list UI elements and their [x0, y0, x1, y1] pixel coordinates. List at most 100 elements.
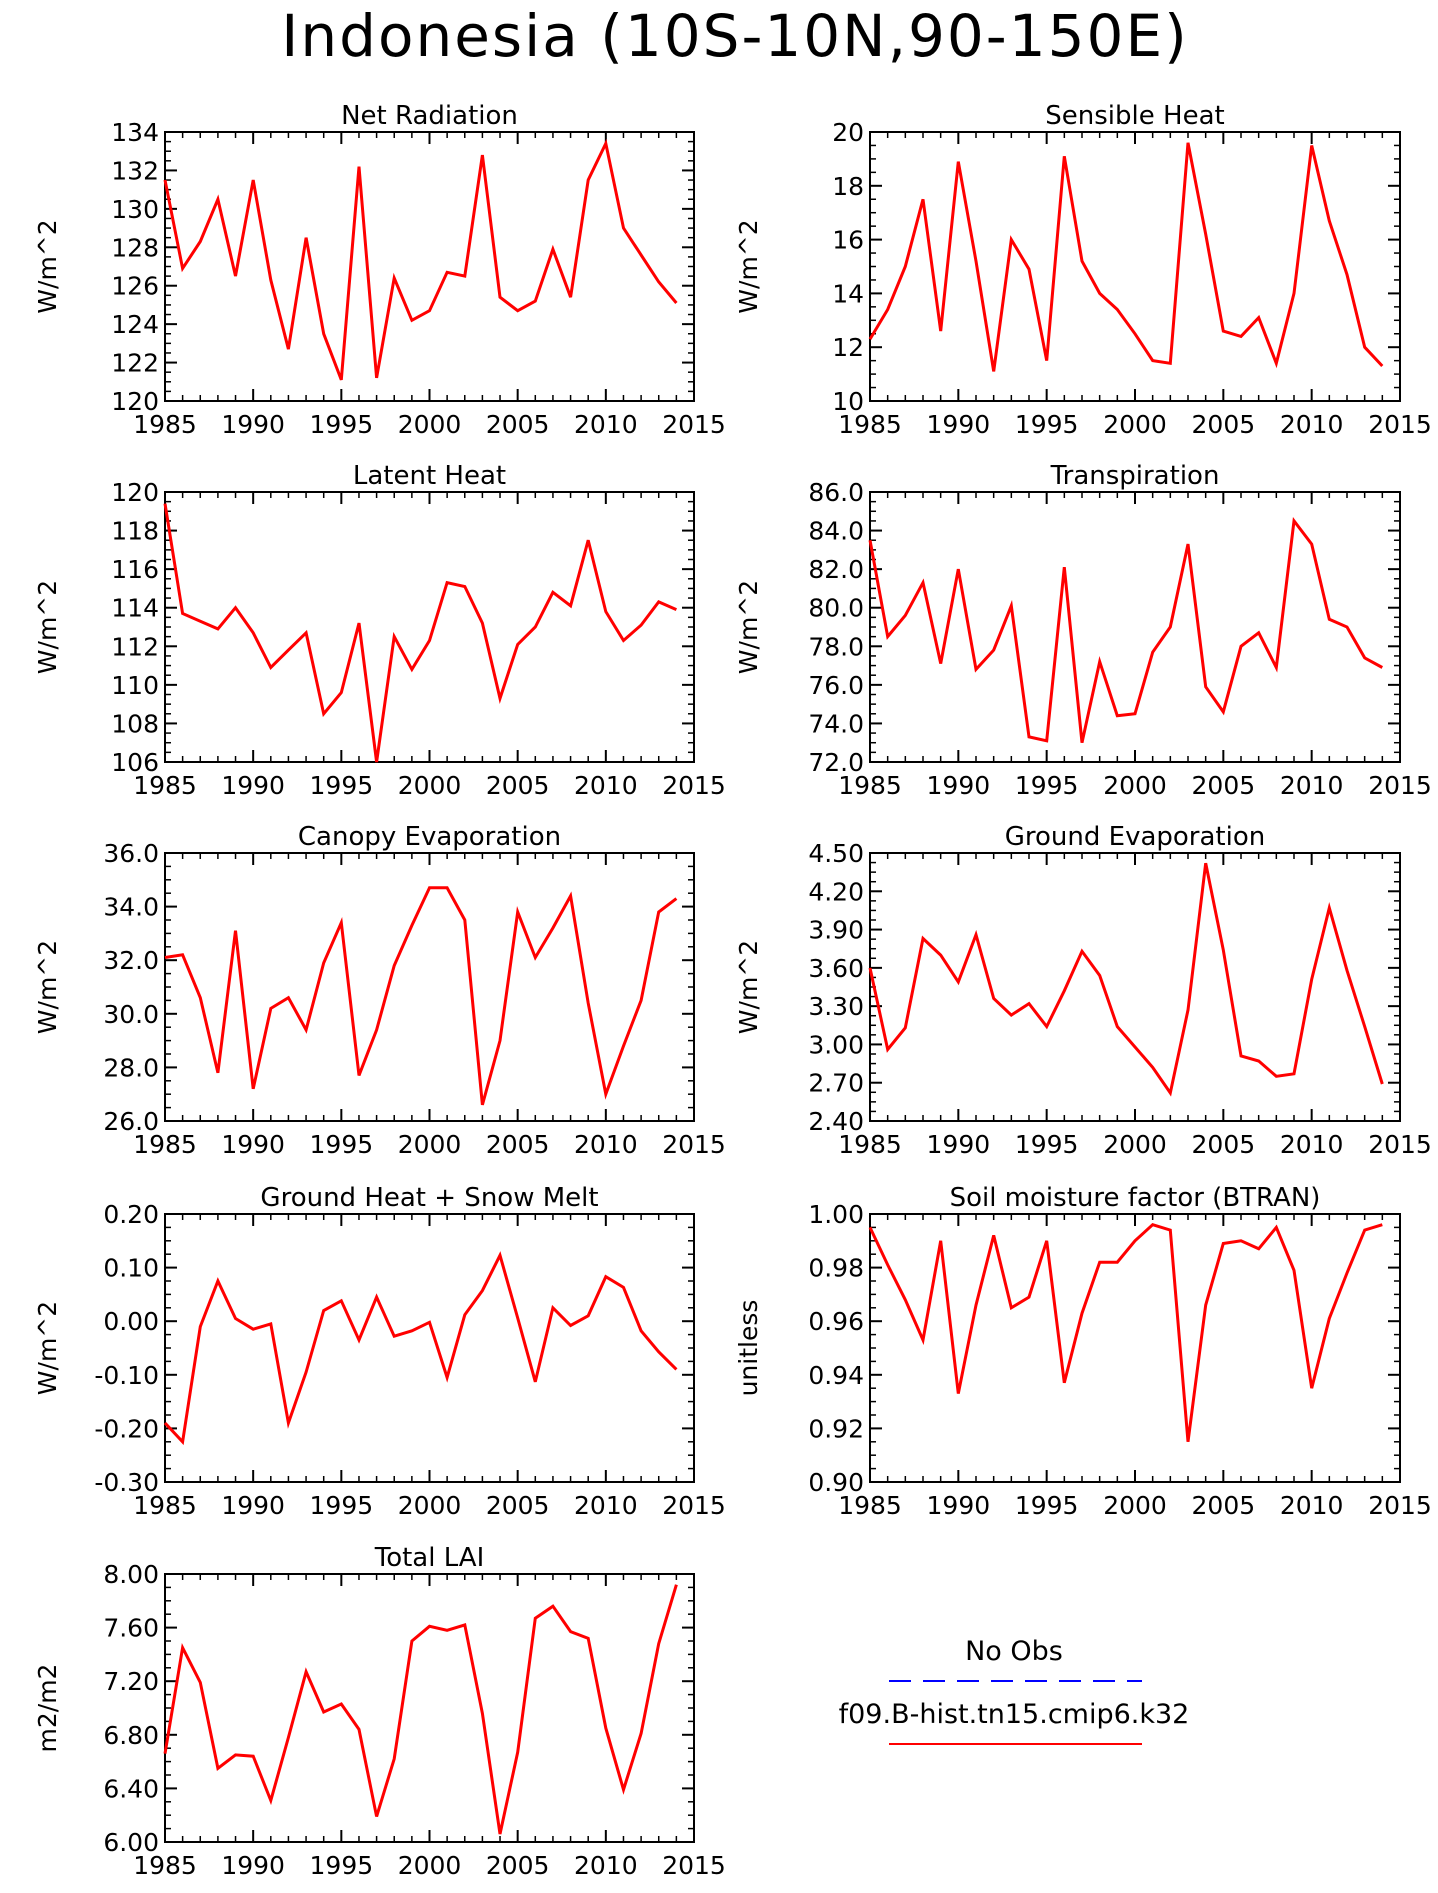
y-axis-label: m2/m2: [33, 1664, 62, 1753]
y-tick-label: 132: [111, 156, 159, 185]
x-tick-label: 2010: [1280, 410, 1344, 439]
panel-title: Latent Heat: [353, 461, 506, 491]
plot-frame: [164, 852, 695, 1122]
x-tick-label: 2015: [662, 1851, 726, 1880]
y-tick-label: 134: [111, 118, 159, 147]
panel-2: 1985 1990 1995 2000 2005 2010 2015 106 108 110 112…: [33, 461, 726, 800]
y-tick-label: 76.0: [808, 671, 864, 700]
y-tick-label: 82.0: [808, 555, 864, 584]
y-tick-label: 12: [832, 333, 864, 362]
y-tick-label: 0.98: [808, 1254, 864, 1283]
plot-frame: [164, 1573, 695, 1843]
y-tick-label: 124: [111, 310, 159, 339]
y-tick-label: 3.00: [808, 1030, 864, 1059]
legend-obs-label: No Obs: [965, 1636, 1063, 1667]
series-line: [163, 1584, 678, 1835]
y-tick-label: 86.0: [808, 478, 864, 507]
x-tick-label: 1990: [221, 1130, 285, 1159]
x-tick-label: 1995: [310, 1851, 374, 1880]
y-tick-label: 34.0: [103, 893, 159, 922]
y-axis-label: W/m^2: [734, 940, 763, 1034]
series-line: [163, 503, 677, 763]
y-tick-label: 6.00: [103, 1828, 159, 1857]
panel-title: Net Radiation: [341, 101, 518, 131]
panel-title: Soil moisture factor (BTRAN): [950, 1183, 1321, 1213]
y-tick-label: 0.96: [808, 1307, 864, 1336]
panel-1: 1985 1990 1995 2000 2005 2010 2015 10 12 14 16 18 20…: [734, 101, 1432, 439]
y-tick-label: 118: [111, 517, 159, 546]
y-tick-label: 122: [111, 349, 159, 378]
panel-5: 1985 1990 1995 2000 2005 2010 2015 2.40 2.70 3.00…: [734, 822, 1432, 1159]
y-tick-label: 3.60: [808, 954, 864, 983]
y-tick-label: 28.0: [103, 1053, 159, 1082]
y-tick-label: 126: [111, 272, 159, 301]
y-tick-label: 3.30: [808, 992, 864, 1021]
x-tick-label: 2015: [662, 771, 726, 800]
x-tick-label: 2000: [398, 1851, 462, 1880]
x-tick-label: 1990: [927, 410, 991, 439]
x-tick-label: 1990: [221, 771, 285, 800]
x-tick-label: 1995: [310, 1491, 374, 1520]
x-tick-label: 2015: [662, 1491, 726, 1520]
x-tick-label: 2005: [486, 1130, 550, 1159]
y-axis-label: W/m^2: [734, 219, 763, 313]
y-tick-label: 6.40: [103, 1774, 159, 1803]
y-tick-label: 74.0: [808, 709, 864, 738]
y-axis-label: W/m^2: [33, 580, 62, 674]
y-tick-label: 7.20: [103, 1667, 159, 1696]
x-tick-label: 1995: [310, 771, 374, 800]
y-tick-label: 18: [832, 172, 864, 201]
x-tick-label: 2015: [1368, 1491, 1432, 1520]
x-tick-label: 2005: [486, 1851, 550, 1880]
x-tick-label: 1985: [838, 1491, 902, 1520]
y-tick-label: 0.90: [808, 1468, 864, 1497]
panel-title: Canopy Evaporation: [298, 822, 561, 852]
x-tick-label: 2000: [1103, 410, 1167, 439]
x-tick-label: 2015: [1368, 410, 1432, 439]
y-tick-label: 6.80: [103, 1721, 159, 1750]
x-tick-label: 2005: [486, 410, 550, 439]
x-tick-label: 2010: [574, 1130, 638, 1159]
plot-frame: [869, 491, 1401, 763]
x-tick-label: 1995: [310, 410, 374, 439]
x-tick-label: 2010: [1280, 771, 1344, 800]
y-tick-label: 72.0: [808, 748, 864, 777]
x-tick-label: 2000: [1103, 1130, 1167, 1159]
panel-title: Transpiration: [1050, 461, 1220, 491]
x-tick-label: 1985: [133, 771, 197, 800]
x-tick-label: 2005: [1192, 410, 1256, 439]
x-tick-label: 2010: [574, 1851, 638, 1880]
y-tick-label: 0.20: [103, 1200, 159, 1229]
series-line: [163, 1251, 678, 1446]
y-tick-label: 130: [111, 195, 159, 224]
x-tick-label: 1985: [133, 1491, 197, 1520]
x-tick-label: 2010: [1280, 1130, 1344, 1159]
x-tick-label: 1985: [838, 410, 902, 439]
x-tick-label: 2015: [662, 410, 726, 439]
x-tick-label: 2000: [398, 771, 462, 800]
y-tick-label: 80.0: [808, 594, 864, 623]
y-tick-label: 108: [111, 709, 159, 738]
y-axis-label: W/m^2: [734, 580, 763, 674]
panel-0: 1985 1990 1995 2000 2005 2010 2015 120 122 124 126…: [33, 101, 726, 439]
x-tick-label: 1985: [133, 1130, 197, 1159]
y-tick-label: 4.50: [808, 839, 864, 868]
x-tick-label: 2000: [398, 410, 462, 439]
x-tick-label: 2005: [1192, 1130, 1256, 1159]
panel-7: 1985 1990 1995 2000 2005 2010 2015 0.90 0.92 0.94…: [734, 1183, 1432, 1520]
x-tick-label: 1985: [838, 1130, 902, 1159]
panel-4: 1985 1990 1995 2000 2005 2010 2015 26.0 28.0 30.0…: [33, 822, 726, 1159]
panel-8: 1985 1990 1995 2000 2005 2010 2015 6.00 6.40 6.80…: [33, 1543, 726, 1880]
x-tick-label: 1990: [927, 1130, 991, 1159]
x-tick-label: 2010: [574, 771, 638, 800]
x-tick-label: 2005: [1192, 1491, 1256, 1520]
y-tick-label: 14: [832, 279, 864, 308]
y-tick-label: 0.00: [103, 1307, 159, 1336]
series-line: [868, 862, 1384, 1097]
plot-frame: [869, 852, 1401, 1122]
figure-title: Indonesia (10S-10N,90-150E): [281, 2, 1188, 70]
x-tick-label: 1990: [221, 410, 285, 439]
y-tick-label: 0.92: [808, 1414, 864, 1443]
plot-frame: [164, 1213, 695, 1483]
